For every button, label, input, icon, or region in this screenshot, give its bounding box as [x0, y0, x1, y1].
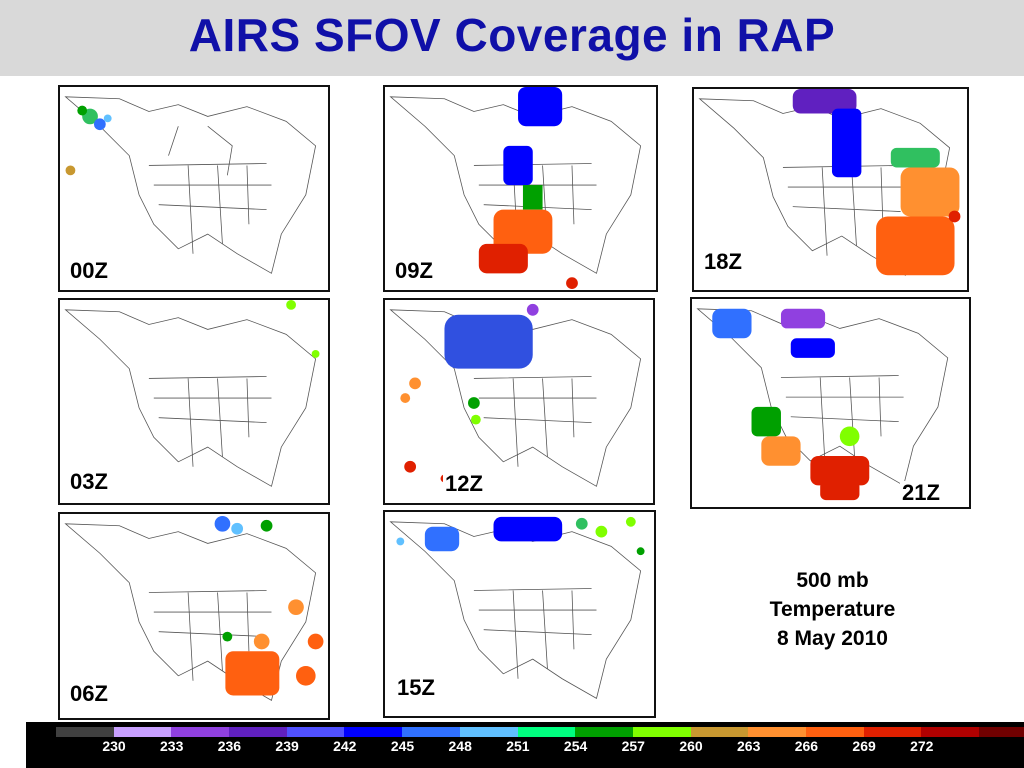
map-panel-03z: 03Z [58, 298, 330, 505]
colorbar-tick-label: 233 [160, 738, 184, 754]
colorbar-swatch [805, 727, 864, 737]
map-panel-15z: 15Z [383, 510, 656, 718]
colorbar-swatch [979, 727, 1024, 737]
map-panel-09z: 09Z [383, 85, 658, 292]
info-line-1: 500 mb [796, 569, 869, 592]
colorbar-tick-label: 239 [275, 738, 299, 754]
colorbar-tick-label: 260 [679, 738, 703, 754]
map-panel-21z: 21Z [690, 297, 971, 509]
colorbar: 230 233 236 239 242 245 248 251 254 257 260 263 266 2… [26, 722, 1024, 768]
info-line-2: Temperature [769, 598, 896, 621]
colorbar-swatch [402, 727, 460, 737]
title-bar [0, 0, 1024, 76]
colorbar-tick-label: 272 [910, 738, 934, 754]
colorbar-tick-label: 257 [621, 738, 645, 754]
colorbar-tick-label: 245 [390, 738, 415, 754]
panel-label-00z: 00Z [68, 258, 110, 283]
colorbar-swatches [56, 727, 1024, 737]
map-panel-18z: 18Z [692, 87, 969, 292]
map-00z [64, 96, 317, 274]
colorbar-tick-label: 263 [737, 738, 761, 754]
panel-label-09z: 09Z [393, 258, 435, 283]
colorbar-swatch [113, 727, 172, 737]
colorbar-swatch [921, 727, 979, 737]
colorbar-swatch [690, 727, 749, 737]
panel-label-03z: 03Z [68, 469, 110, 494]
panel-label-12z: 12Z [443, 471, 485, 496]
panel-label-15z: 15Z [395, 675, 437, 700]
map-12z [389, 303, 642, 487]
info-line-3: 8 May 2010 [777, 627, 888, 650]
info-text: 500 mb Temperature 8 May 2010 [740, 566, 925, 653]
panel-label-21z: 21Z [900, 480, 942, 505]
map-09z [389, 87, 642, 290]
map-21z [696, 308, 949, 501]
colorbar-swatch [56, 727, 114, 737]
panel-label-06z: 06Z [68, 681, 110, 706]
colorbar-tick-label: 248 [448, 738, 472, 754]
map-06z [64, 515, 324, 701]
colorbar-swatch [632, 727, 691, 737]
map-panel-12z: 12Z [383, 298, 655, 505]
colorbar-swatch [229, 727, 287, 737]
map-03z [64, 300, 320, 487]
map-panel-06z: 06Z [58, 512, 330, 720]
colorbar-swatch [459, 727, 518, 737]
map-18z [698, 89, 961, 276]
colorbar-swatch [344, 727, 403, 737]
colorbar-tick-label: 266 [794, 738, 819, 754]
colorbar-swatch [517, 727, 576, 737]
colorbar-tick-label: 254 [563, 738, 588, 754]
colorbar-swatch [286, 727, 345, 737]
colorbar-tick-label: 242 [333, 738, 357, 754]
colorbar-swatch [575, 727, 633, 737]
colorbar-tick-label: 230 [102, 738, 126, 754]
map-15z [389, 516, 645, 699]
panel-label-18z: 18Z [702, 249, 744, 274]
page-title: AIRS SFOV Coverage in RAP [188, 9, 836, 61]
colorbar-swatch [171, 727, 230, 737]
map-panel-00z: 00Z [58, 85, 330, 292]
colorbar-swatch [748, 727, 806, 737]
colorbar-tick-label: 251 [506, 738, 530, 754]
colorbar-tick-label: 236 [217, 738, 242, 754]
colorbar-tick-label: 269 [852, 738, 876, 754]
colorbar-swatch [863, 727, 922, 737]
